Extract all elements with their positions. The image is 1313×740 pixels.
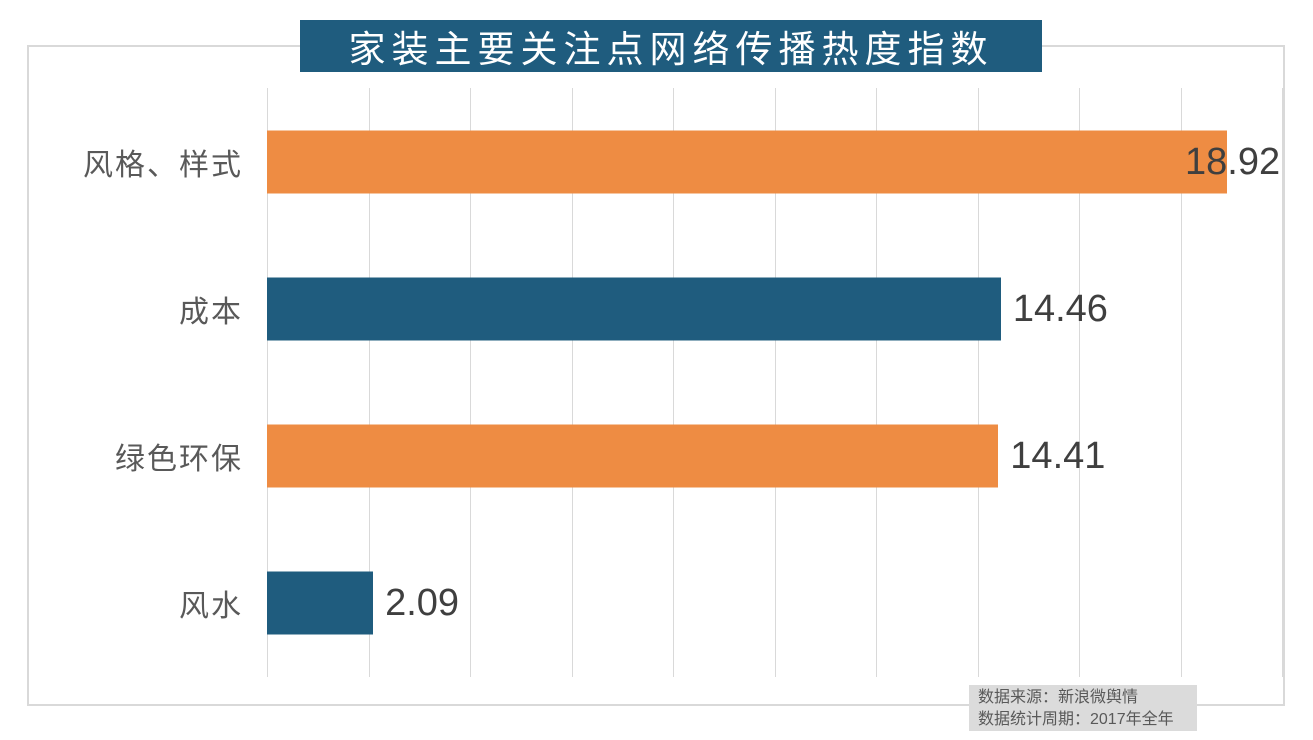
bar-3 <box>267 424 999 488</box>
bar-2 <box>267 277 1001 341</box>
bar-row: 18.92 <box>267 88 1282 235</box>
bar-4 <box>267 571 374 635</box>
gridline <box>1282 88 1283 677</box>
gridline <box>470 88 471 677</box>
bar-row: 2.09 <box>267 530 1282 677</box>
gridline <box>368 88 370 677</box>
gridline <box>571 88 573 677</box>
gridline <box>1180 88 1182 677</box>
gridline <box>774 88 776 677</box>
footer-source: 数据来源：新浪微舆情 <box>978 689 1139 706</box>
data-source-note: 数据来源：新浪微舆情 数据统计周期：2017年全年 <box>969 685 1197 731</box>
footer-period: 数据统计周期：2017年全年 <box>978 711 1174 728</box>
gridline <box>977 88 979 677</box>
bar-1 <box>267 130 1228 194</box>
plot-area: 18.92 14.46 14.41 2.09 <box>267 88 1283 677</box>
value-label: 18.92 <box>1185 140 1281 183</box>
value-label: 14.41 <box>1010 435 1106 478</box>
chart-title: 家装主要关注点网络传播热度指数 <box>300 20 1042 72</box>
category-label: 成本 <box>179 295 243 329</box>
category-label: 风水 <box>179 590 243 624</box>
gridline <box>876 88 877 677</box>
gridline <box>267 88 268 677</box>
value-label: 14.46 <box>1012 287 1108 330</box>
gridline <box>673 88 674 677</box>
bar-row: 14.46 <box>267 235 1282 382</box>
category-label: 风格、样式 <box>83 148 243 182</box>
gridline <box>1079 88 1080 677</box>
value-label: 2.09 <box>385 582 460 625</box>
category-label: 绿色环保 <box>115 443 243 477</box>
bar-row: 14.41 <box>267 383 1282 530</box>
category-axis: 风格、样式成本绿色环保风水 <box>0 88 243 677</box>
